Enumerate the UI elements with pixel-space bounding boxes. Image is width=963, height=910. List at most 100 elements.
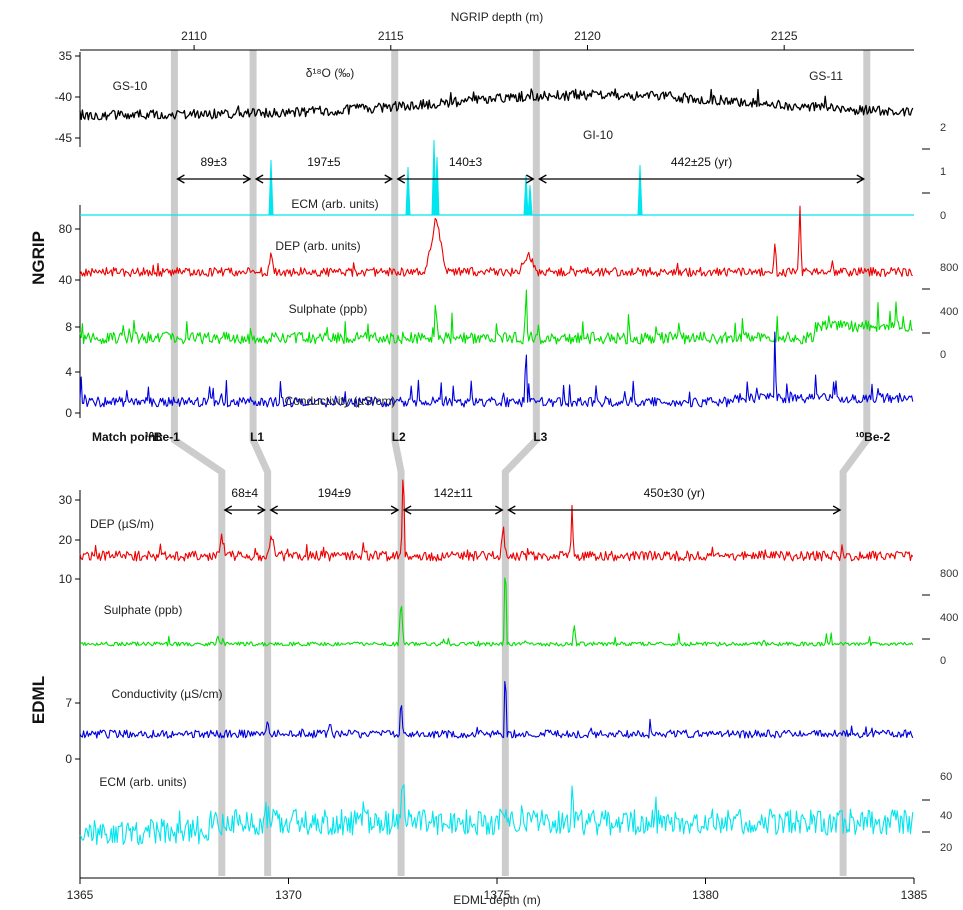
edml-ecm-label: ECM (arb. units) — [99, 775, 186, 789]
panel-label-edml: EDML — [29, 676, 48, 724]
ngrip-ecm-spike — [637, 164, 643, 216]
edml-dep-tick: 30 — [59, 493, 73, 507]
top-tick-label: 2125 — [771, 29, 798, 43]
match-point-title: Match point: — [92, 430, 163, 444]
ngrip-interval-arrowhead — [856, 174, 866, 184]
ngrip-interval-arrowhead — [242, 174, 252, 184]
annotation-gs10: GS-10 — [113, 79, 148, 93]
annotation-gs11: GS-11 — [809, 69, 843, 83]
ngrip-interval-label: 89±3 — [200, 155, 227, 169]
edml-interval-arrowhead — [269, 505, 278, 515]
bottom-tick-label: 1365 — [67, 888, 94, 902]
edml-conductivity-label: Conductivity (µS/cm) — [112, 687, 223, 701]
ngrip-d18o-line — [79, 88, 914, 121]
edml-interval-arrowhead — [390, 505, 400, 515]
match-point-label: ¹⁰Be-2 — [855, 430, 890, 444]
ngrip-sulphate-right-tick: 800 — [940, 262, 958, 274]
ngrip-interval-arrowhead — [254, 174, 264, 184]
edml-cond-tick: 7 — [65, 696, 72, 710]
match-band — [501, 50, 540, 876]
edml-interval-label: 450±30 (yr) — [644, 486, 705, 500]
match-band — [391, 50, 405, 876]
ngrip-conductivity-label: Conductivity (µS/cm) — [285, 394, 396, 408]
edml-dep-line — [79, 479, 914, 562]
match-point-label: L1 — [250, 430, 264, 444]
edml-ecm-line — [79, 784, 914, 846]
ngrip-ecm-spike — [434, 156, 440, 216]
ngrip-d18o-tick: -40 — [55, 90, 73, 104]
ngrip-d18o-label: δ¹⁸O (‰) — [306, 66, 354, 80]
ngrip-sulphate-right-tick: 400 — [940, 306, 958, 318]
edml-sulphate-right-tick: 0 — [940, 655, 946, 667]
match-point-label: ¹⁰Be-1 — [145, 430, 180, 444]
ngrip-interval-label: 197±5 — [307, 155, 341, 169]
edml-cond-tick: 0 — [65, 752, 72, 766]
edml-interval-arrowhead — [402, 505, 412, 515]
ngrip-dep-line — [79, 205, 913, 278]
edml-sulphate-right-tick: 400 — [940, 612, 958, 624]
ngrip-ecm-label: ECM (arb. units) — [291, 197, 378, 211]
edml-interval-arrowhead — [495, 505, 504, 515]
ngrip-dep-tick: 80 — [59, 222, 73, 236]
bottom-axis-label: EDML depth (m) — [453, 893, 541, 907]
edml-dep-tick: 20 — [59, 533, 73, 547]
ngrip-sulphate-right-tick: 0 — [940, 349, 946, 361]
ngrip-ecm-right-tick: 0 — [940, 210, 946, 222]
ngrip-ecm-spike — [268, 159, 274, 216]
ngrip-dep-label: DEP (arb. units) — [275, 239, 360, 253]
ngrip-d18o-tick: -45 — [55, 131, 73, 145]
ngrip-interval-arrowhead — [538, 174, 547, 184]
bottom-tick-label: 1385 — [901, 888, 928, 902]
ngrip-interval-arrowhead — [384, 174, 394, 184]
top-tick-label: 2110 — [181, 29, 207, 43]
ngrip-cond-tick: 0 — [65, 406, 72, 420]
edml-interval-label: 194±9 — [318, 486, 352, 500]
ngrip-interval-arrowhead — [396, 174, 406, 184]
match-point-label: L2 — [392, 430, 406, 444]
edml-ecm-right-tick: 20 — [940, 842, 952, 854]
annotation-gi10: GI-10 — [583, 128, 613, 142]
top-tick-label: 2120 — [574, 29, 601, 43]
top-axis-label: NGRIP depth (m) — [451, 10, 543, 24]
edml-sulphate-label: Sulphate (ppb) — [104, 603, 183, 617]
ngrip-conductivity-line — [79, 331, 914, 408]
match-point-label: L3 — [533, 430, 547, 444]
edml-interval-arrowhead — [832, 505, 842, 515]
match-band — [249, 50, 272, 876]
edml-interval-arrowhead — [257, 505, 266, 515]
ngrip-ecm-spike — [431, 139, 437, 216]
edml-dep-tick: 10 — [59, 572, 73, 586]
top-tick-label: 2115 — [378, 29, 404, 43]
ngrip-dep-tick: 40 — [59, 273, 73, 287]
edml-sulphate-line — [79, 577, 914, 647]
ngrip-cond-tick: 4 — [65, 365, 72, 379]
ngrip-ecm-spike — [527, 184, 533, 216]
ngrip-sulphate-line — [79, 289, 913, 345]
edml-sulphate-right-tick: 800 — [940, 568, 958, 580]
edml-interval-label: 68±4 — [231, 486, 258, 500]
edml-dep-label: DEP (µS/m) — [90, 517, 154, 531]
bottom-tick-label: 1380 — [692, 888, 719, 902]
ngrip-ecm-spike — [523, 174, 529, 216]
edml-ecm-right-tick: 40 — [940, 810, 952, 822]
ngrip-ecm-spike — [405, 166, 411, 216]
edml-interval-label: 142±11 — [434, 486, 473, 500]
edml-conductivity-line — [79, 680, 914, 739]
ngrip-interval-arrowhead — [526, 174, 535, 184]
ngrip-interval-label: 442±25 (yr) — [671, 155, 732, 169]
ngrip-ecm-right-tick: 2 — [940, 122, 946, 134]
bottom-tick-label: 1370 — [275, 888, 302, 902]
bottom-tick-label: 1375 — [484, 888, 511, 902]
edml-interval-arrowhead — [223, 505, 233, 515]
ngrip-d18o-tick: 35 — [59, 49, 73, 63]
match-band — [170, 50, 226, 876]
match-band — [839, 50, 871, 876]
ngrip-sulphate-tick: 8 — [65, 320, 72, 334]
ngrip-interval-arrowhead — [176, 174, 185, 184]
panel-label-ngrip: NGRIP — [29, 231, 48, 285]
edml-interval-arrowhead — [507, 505, 516, 515]
ngrip-interval-label: 140±3 — [449, 155, 483, 169]
ngrip-sulphate-label: Sulphate (ppb) — [289, 302, 368, 316]
ngrip-ecm-right-tick: 1 — [940, 166, 946, 178]
